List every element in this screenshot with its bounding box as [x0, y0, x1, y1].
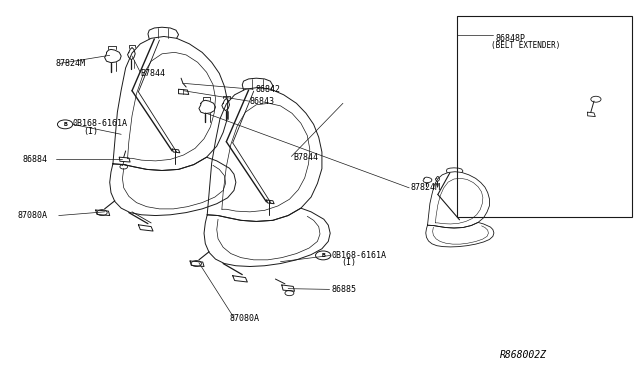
- Text: 0B168-6161A: 0B168-6161A: [73, 119, 128, 128]
- Text: R868002Z: R868002Z: [500, 350, 547, 360]
- Text: B7844: B7844: [293, 153, 318, 162]
- Text: 0B168-6161A: 0B168-6161A: [332, 251, 387, 260]
- Text: (I): (I): [342, 258, 356, 267]
- Text: (I): (I): [83, 127, 98, 136]
- Text: 86848P: 86848P: [495, 34, 525, 43]
- Text: B7844: B7844: [140, 69, 165, 78]
- Text: 86842: 86842: [255, 85, 280, 94]
- Text: 86884: 86884: [22, 154, 47, 164]
- Text: (BELT EXTENDER): (BELT EXTENDER): [491, 41, 560, 50]
- Text: 87080A: 87080A: [17, 211, 47, 220]
- Text: B: B: [63, 122, 67, 127]
- Text: B: B: [321, 253, 325, 258]
- Bar: [457, 16, 632, 217]
- Text: 86885: 86885: [332, 285, 356, 294]
- Text: 87824M: 87824M: [410, 183, 440, 192]
- Text: 87824M: 87824M: [56, 58, 86, 68]
- Text: 87080A: 87080A: [230, 314, 259, 323]
- Text: 86843: 86843: [250, 97, 275, 106]
